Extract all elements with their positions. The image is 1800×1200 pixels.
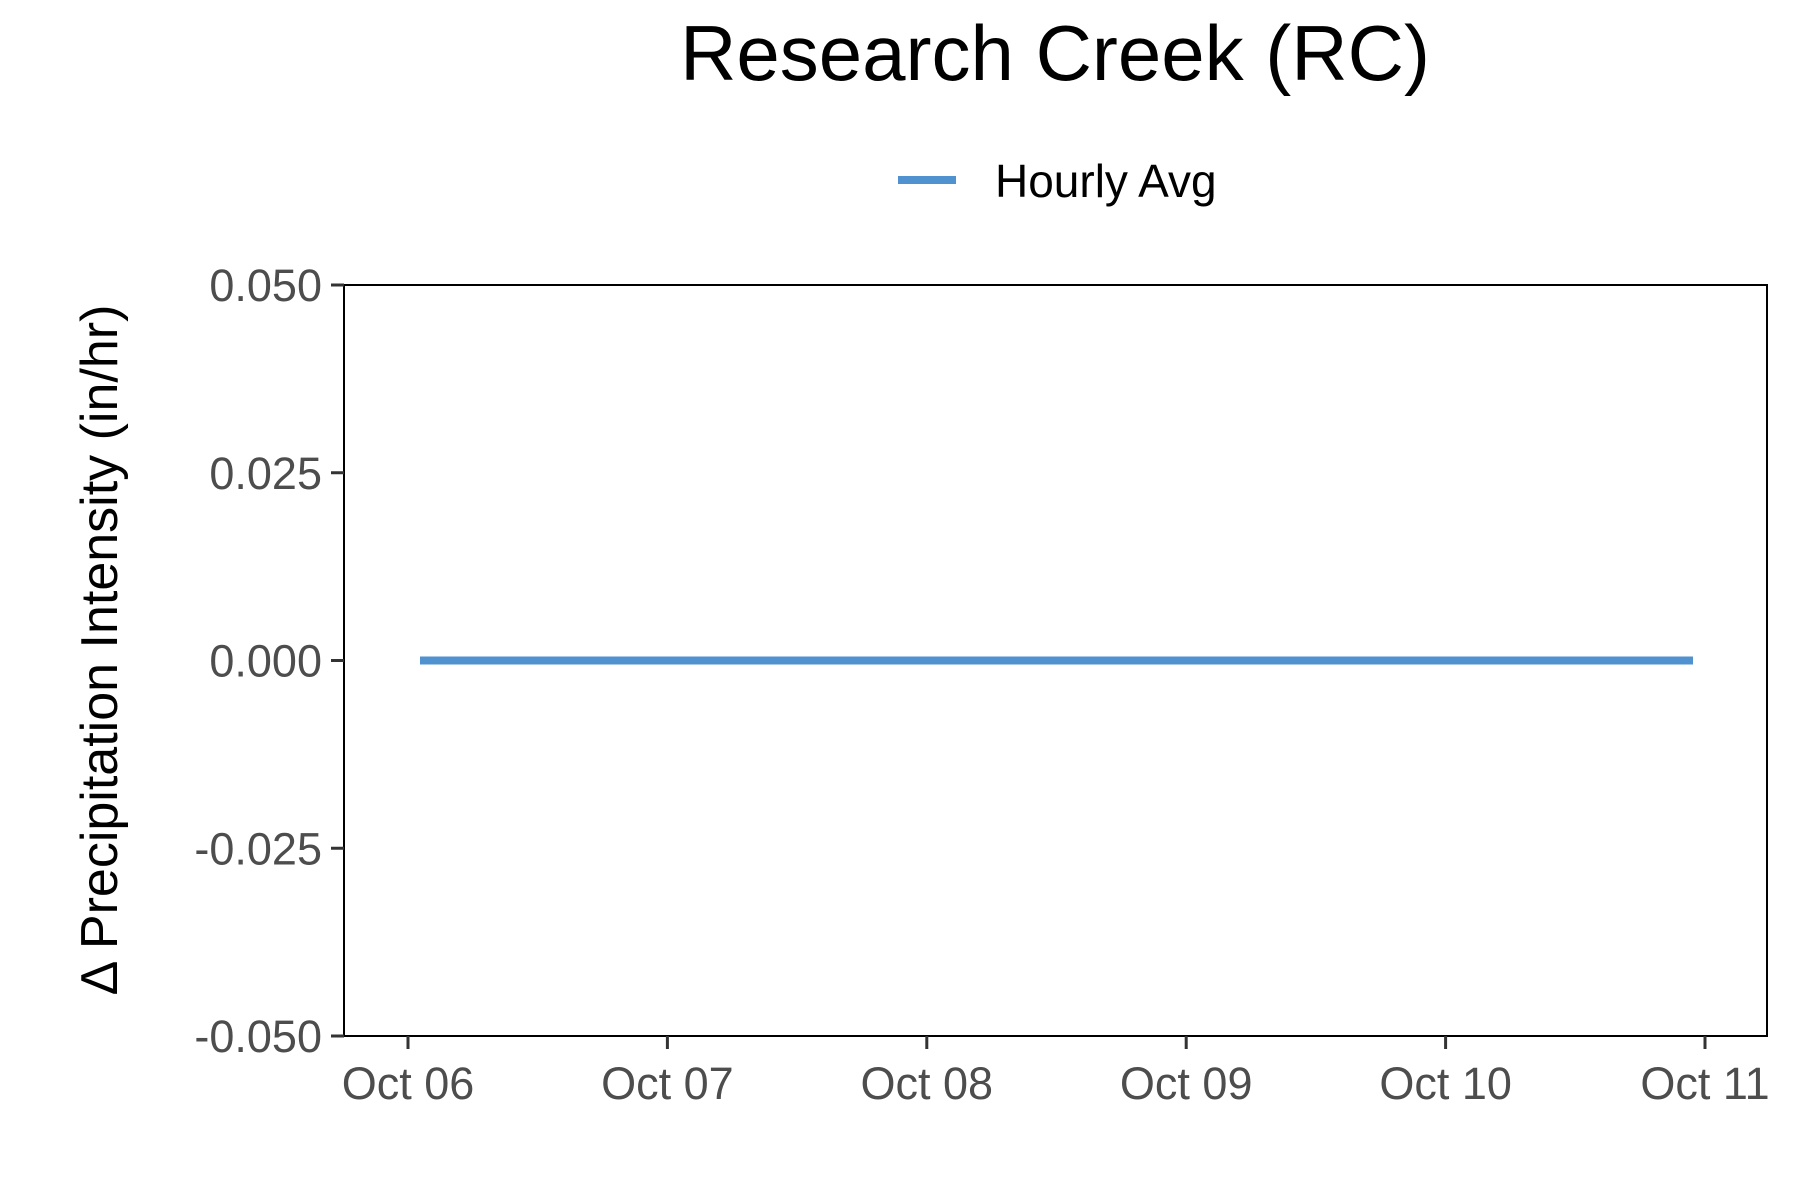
legend-label-hourly-avg: Hourly Avg xyxy=(995,155,1217,207)
x-axis-ticks: Oct 06 Oct 07 Oct 08 Oct 09 Oct 10 Oct 11 xyxy=(342,1036,1770,1109)
y-tick-label: 0.050 xyxy=(209,260,322,311)
x-tick-label: Oct 08 xyxy=(861,1058,994,1109)
x-tick-label: Oct 11 xyxy=(1640,1058,1769,1109)
y-tick-label: -0.025 xyxy=(194,823,322,874)
x-tick-label: Oct 06 xyxy=(342,1058,475,1109)
chart-title: Research Creek (RC) xyxy=(680,9,1430,97)
y-tick-label: 0.025 xyxy=(209,448,322,499)
legend: Hourly Avg xyxy=(898,155,1217,207)
y-axis-ticks: -0.050 -0.025 0.000 0.025 0.050 xyxy=(194,260,344,1062)
y-tick-label: -0.050 xyxy=(194,1011,322,1062)
x-tick-label: Oct 07 xyxy=(601,1058,734,1109)
x-tick-label: Oct 09 xyxy=(1120,1058,1253,1109)
y-tick-label: 0.000 xyxy=(209,636,322,687)
y-axis-label: Δ Precipitation Intensity (in/hr) xyxy=(71,305,129,996)
x-tick-label: Oct 10 xyxy=(1379,1058,1512,1109)
